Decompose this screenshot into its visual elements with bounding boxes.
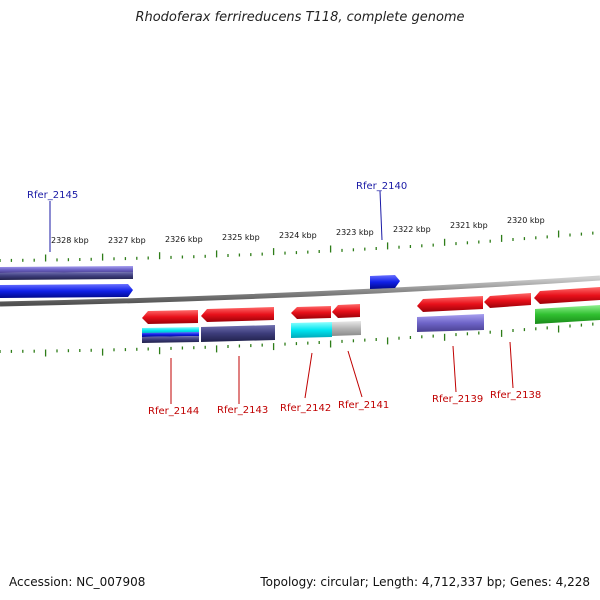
- gene-feature[interactable]: [535, 305, 600, 324]
- gene-rfer-2140[interactable]: [370, 275, 400, 289]
- gene-rfer-2145[interactable]: [0, 284, 133, 298]
- gene-feature[interactable]: [0, 266, 133, 273]
- gene-label[interactable]: Rfer_2140: [356, 181, 407, 192]
- scale-label: 2323 kbp: [336, 228, 374, 237]
- scale-label: 2325 kbp: [222, 233, 260, 242]
- scale-label: 2321 kbp: [450, 221, 488, 230]
- gene-rfer-2142[interactable]: [291, 306, 331, 319]
- scale-label: 2326 kbp: [165, 235, 203, 244]
- reverse-strand-genes: [142, 287, 600, 343]
- gene-label[interactable]: Rfer_2141: [338, 400, 389, 411]
- scale-label: 2322 kbp: [393, 225, 431, 234]
- genome-backbone: [0, 275, 600, 307]
- bottom-scale-ticks: [0, 322, 594, 357]
- gene-label[interactable]: Rfer_2145: [27, 190, 78, 201]
- accession-text: Accession: NC_007908: [9, 575, 146, 589]
- scale-label: 2320 kbp: [507, 216, 545, 225]
- gene-label[interactable]: Rfer_2138: [490, 390, 541, 401]
- gene-label[interactable]: Rfer_2142: [280, 403, 331, 414]
- gene-rfer-2141[interactable]: [332, 304, 360, 318]
- gene-rfer-2143[interactable]: [201, 307, 274, 322]
- genome-summary-text: Topology: circular; Length: 4,712,337 bp…: [260, 575, 590, 589]
- map-title: Rhodoferax ferrireducens T118, complete …: [135, 10, 465, 25]
- scale-label: 2328 kbp: [51, 236, 89, 245]
- gene-feature[interactable]: [142, 336, 199, 343]
- gene-feature[interactable]: [142, 332, 199, 337]
- gene-rfer-2139[interactable]: [417, 296, 483, 312]
- gene-label[interactable]: Rfer_2139: [432, 394, 483, 405]
- gene-feature[interactable]: [417, 314, 484, 332]
- gene-feature[interactable]: [291, 322, 332, 338]
- scale-label: 2327 kbp: [108, 236, 146, 245]
- scale-label: 2324 kbp: [279, 231, 317, 240]
- gene-feature[interactable]: [332, 321, 361, 336]
- leader-lines: [49, 190, 514, 404]
- top-scale-ticks: [0, 230, 594, 262]
- gene-feature[interactable]: [0, 272, 133, 280]
- gene-rfer-2144[interactable]: [142, 310, 198, 324]
- gene-label[interactable]: Rfer_2143: [217, 405, 268, 416]
- gene-label[interactable]: Rfer_2144: [148, 406, 199, 417]
- forward-strand-genes: [0, 266, 400, 298]
- scale-labels: 2328 kbp 2327 kbp 2326 kbp 2325 kbp 2324…: [51, 216, 545, 245]
- gene-feature[interactable]: [201, 325, 275, 342]
- gene-feature[interactable]: [534, 287, 600, 304]
- gene-labels: Rfer_2145 Rfer_2140 Rfer_2144 Rfer_2143 …: [27, 181, 541, 417]
- gene-rfer-2138[interactable]: [484, 293, 531, 308]
